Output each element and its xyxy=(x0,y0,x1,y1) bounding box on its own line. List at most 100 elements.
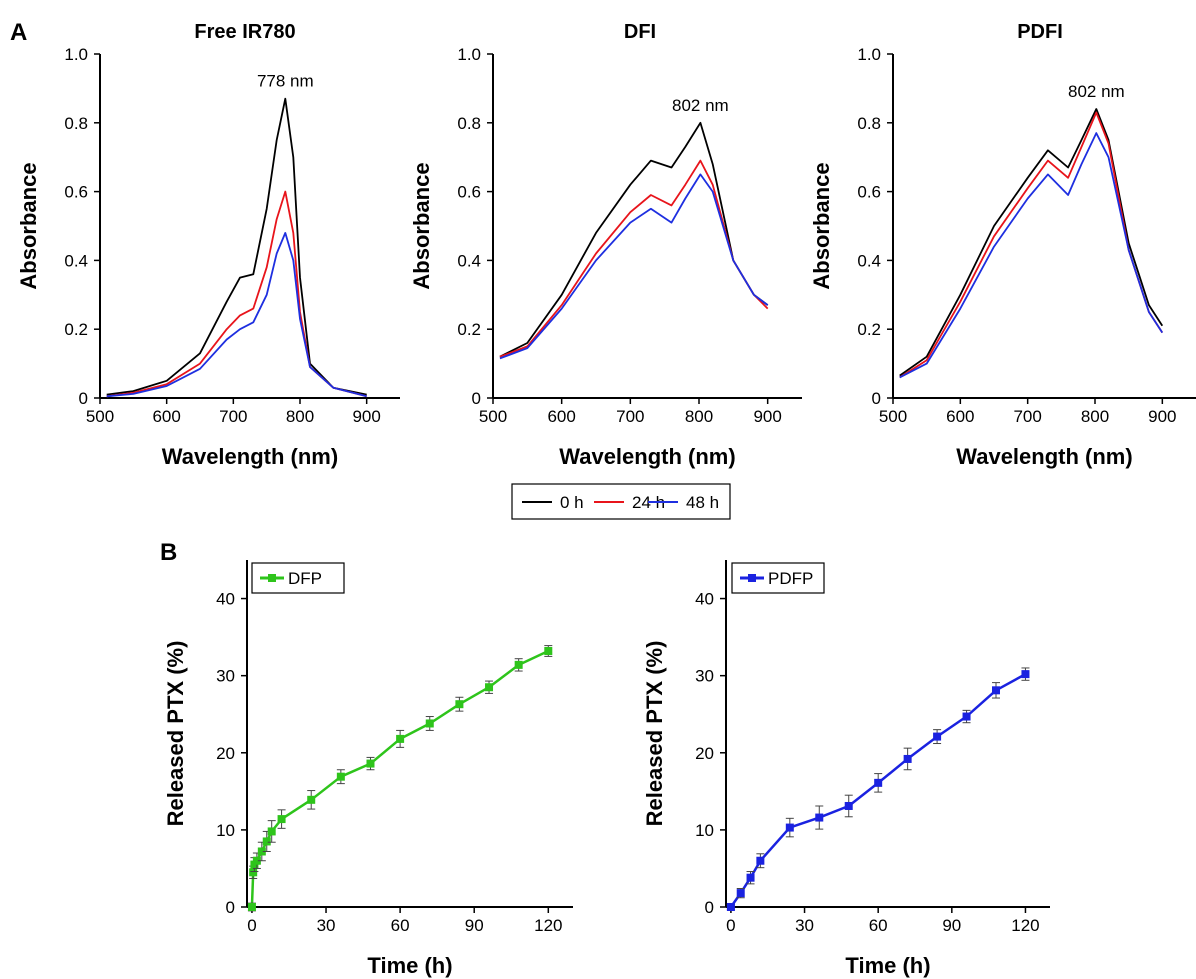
legend-marker xyxy=(268,574,276,582)
legend-label-48h: 48 h xyxy=(686,493,719,512)
data-point xyxy=(844,801,853,810)
legend-label-pdfp: PDFP xyxy=(768,569,813,588)
panel-a-label: A xyxy=(10,19,27,46)
y-tick-label: 0.8 xyxy=(857,114,881,133)
data-point xyxy=(815,813,824,822)
x-tick-label: 900 xyxy=(352,407,380,426)
x-tick-label: 500 xyxy=(86,407,114,426)
peak-annotation: 778 nm xyxy=(257,72,314,91)
x-axis-label: Wavelength (nm) xyxy=(559,444,735,469)
y-tick-label: 10 xyxy=(695,821,714,840)
data-point xyxy=(1021,670,1030,679)
legend-label-dfp: DFP xyxy=(288,569,322,588)
data-point xyxy=(726,903,735,911)
peak-annotation: 802 nm xyxy=(1068,82,1125,101)
x-tick-label: 900 xyxy=(1148,407,1176,426)
panel-b-label: B xyxy=(160,539,177,566)
data-point xyxy=(962,712,971,721)
data-point xyxy=(756,856,765,865)
chart-dfp-release: 0 30 60 90 120 0 10 20 30 40 Time (h) Released PTX … xyxy=(163,560,573,978)
data-point xyxy=(277,815,286,824)
chart-title: PDFI xyxy=(1017,21,1063,43)
chart-pdfi: 500 600 700 800 900 0 0.2 0.4 0.6 0.8 1.0 Wavelengt… xyxy=(809,21,1196,469)
y-tick-label: 30 xyxy=(216,667,235,686)
chart-title: Free IR780 xyxy=(194,21,295,43)
x-tick-label: 700 xyxy=(219,407,247,426)
y-tick-label: 0 xyxy=(705,898,714,917)
y-tick-label: 10 xyxy=(216,821,235,840)
y-tick-label: 40 xyxy=(216,590,235,609)
data-point xyxy=(366,759,375,768)
series-line-48-h xyxy=(106,231,367,398)
y-tick-label: 0.6 xyxy=(64,183,88,202)
data-point xyxy=(874,778,883,787)
data-point xyxy=(252,856,261,865)
x-tick-label: 600 xyxy=(946,407,974,426)
y-tick-label: 1.0 xyxy=(457,45,481,64)
y-tick-label: 0 xyxy=(872,389,881,408)
x-tick-label: 90 xyxy=(942,916,961,935)
x-axis-label: Wavelength (nm) xyxy=(162,444,338,469)
data-point xyxy=(247,903,256,911)
y-axis-label: Absorbance xyxy=(409,162,434,289)
y-axis-label: Released PTX (%) xyxy=(642,641,667,827)
y-tick-label: 0.8 xyxy=(457,114,481,133)
peak-annotation: 802 nm xyxy=(672,96,729,115)
x-tick-label: 900 xyxy=(753,407,781,426)
series-line-24-h xyxy=(499,159,769,358)
series-line-48-h xyxy=(899,132,1164,379)
data-point xyxy=(933,732,942,741)
x-tick-label: 0 xyxy=(247,916,256,935)
y-tick-label: 0.4 xyxy=(457,251,481,270)
y-tick-label: 0 xyxy=(226,898,235,917)
x-tick-label: 800 xyxy=(286,407,314,426)
x-tick-label: 800 xyxy=(685,407,713,426)
x-tick-label: 600 xyxy=(152,407,180,426)
y-tick-label: 20 xyxy=(695,744,714,763)
data-point xyxy=(485,683,494,692)
data-point xyxy=(396,734,405,743)
y-tick-label: 1.0 xyxy=(857,45,881,64)
legend-frame xyxy=(731,562,825,594)
x-tick-label: 30 xyxy=(317,916,336,935)
data-point xyxy=(746,873,755,882)
y-tick-label: 40 xyxy=(695,590,714,609)
x-tick-label: 500 xyxy=(879,407,907,426)
x-tick-label: 800 xyxy=(1081,407,1109,426)
y-tick-label: 1.0 xyxy=(64,45,88,64)
series-line-48-h xyxy=(499,173,769,360)
chart-pdfp-release: 0 30 60 90 120 0 10 20 30 40 Time (h) Released PTX … xyxy=(642,560,1050,978)
x-axis-label: Wavelength (nm) xyxy=(956,444,1132,469)
x-axis-label: Time (h) xyxy=(845,953,930,978)
y-tick-label: 0.2 xyxy=(857,320,881,339)
y-tick-label: 0.4 xyxy=(64,251,88,270)
y-axis-label: Absorbance xyxy=(809,162,834,289)
x-tick-label: 60 xyxy=(869,916,888,935)
chart-title: DFI xyxy=(624,21,656,43)
series-line-dfp xyxy=(250,649,549,908)
data-point xyxy=(544,646,553,655)
y-tick-label: 0 xyxy=(79,389,88,408)
data-point xyxy=(785,823,794,832)
x-tick-label: 700 xyxy=(1013,407,1041,426)
y-tick-label: 20 xyxy=(216,744,235,763)
x-tick-label: 30 xyxy=(795,916,814,935)
y-tick-label: 0.4 xyxy=(857,251,881,270)
y-tick-label: 0 xyxy=(472,389,481,408)
legend-label-0h: 0 h xyxy=(560,493,584,512)
chart-dfi: 500 600 700 800 900 0 0.2 0.4 0.6 0.8 1.0 Wavelengt… xyxy=(409,21,802,469)
legend-time: 0 h 24 h 48 h xyxy=(511,483,731,520)
data-point xyxy=(336,772,345,781)
y-axis-label: Absorbance xyxy=(16,162,41,289)
x-axis-label: Time (h) xyxy=(367,953,452,978)
x-tick-label: 0 xyxy=(726,916,735,935)
x-tick-label: 700 xyxy=(616,407,644,426)
data-point xyxy=(262,837,271,846)
data-point xyxy=(903,754,912,763)
series-line-0-h xyxy=(899,108,1164,377)
data-point xyxy=(267,827,276,836)
data-point xyxy=(736,889,745,898)
y-tick-label: 0.6 xyxy=(457,183,481,202)
y-tick-label: 30 xyxy=(695,667,714,686)
